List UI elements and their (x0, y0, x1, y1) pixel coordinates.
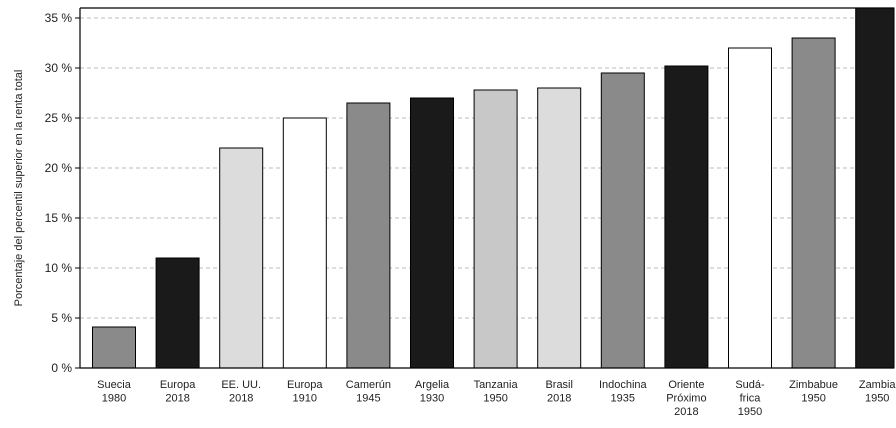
x-tick-label: Indochina 1935 (599, 379, 648, 405)
bar (92, 326, 136, 369)
x-tick-label: Oriente Próximo 2018 (666, 379, 706, 418)
bar (600, 72, 645, 369)
bar (155, 257, 200, 369)
bar (473, 89, 518, 369)
y-tick-label: 30 % (45, 61, 73, 75)
x-tick-label: Suecia 1980 (97, 379, 132, 405)
y-tick-label: 0 % (51, 361, 72, 375)
bar (855, 7, 895, 369)
x-tick-label: Zambia 1950 (859, 379, 896, 405)
bar (791, 37, 836, 369)
y-tick-label: 25 % (45, 111, 73, 125)
y-tick-label: 15 % (45, 211, 73, 225)
bar (282, 117, 327, 369)
x-tick-label: Camerún 1945 (346, 379, 391, 405)
x-tick-label: Europa 2018 (160, 379, 196, 405)
bar (219, 147, 264, 369)
y-axis-ticks: 0 % 5 % 10 % 15 % 20 % 25 % 30 % 35 % (45, 11, 80, 375)
x-tick-label: Zimbabue 1950 (789, 379, 838, 405)
y-tick-label: 10 % (45, 261, 73, 275)
x-tick-label: Europa 1910 (287, 379, 323, 405)
x-tick-label: Tanzania 1950 (474, 379, 519, 405)
bar (728, 47, 772, 369)
bar (346, 102, 391, 369)
bar (664, 65, 709, 369)
x-tick-label: Brasil 2018 (545, 379, 573, 405)
y-tick-label: 20 % (45, 161, 73, 175)
y-tick-label: 35 % (45, 11, 73, 25)
bars (92, 7, 895, 369)
x-tick-label: Sudá-frica 1950 (735, 379, 765, 418)
y-tick-label: 5 % (51, 311, 72, 325)
bar (537, 87, 582, 369)
bar (410, 97, 454, 369)
x-tick-label: Argelia 1930 (415, 379, 450, 405)
x-axis-labels: Suecia 1980 Europa 2018 EE. UU. 2018 Europa 191… (97, 379, 896, 418)
y-axis-title: Porcentaje del percentil superior en la … (13, 70, 25, 307)
x-tick-label: EE. UU. 2018 (221, 379, 261, 405)
